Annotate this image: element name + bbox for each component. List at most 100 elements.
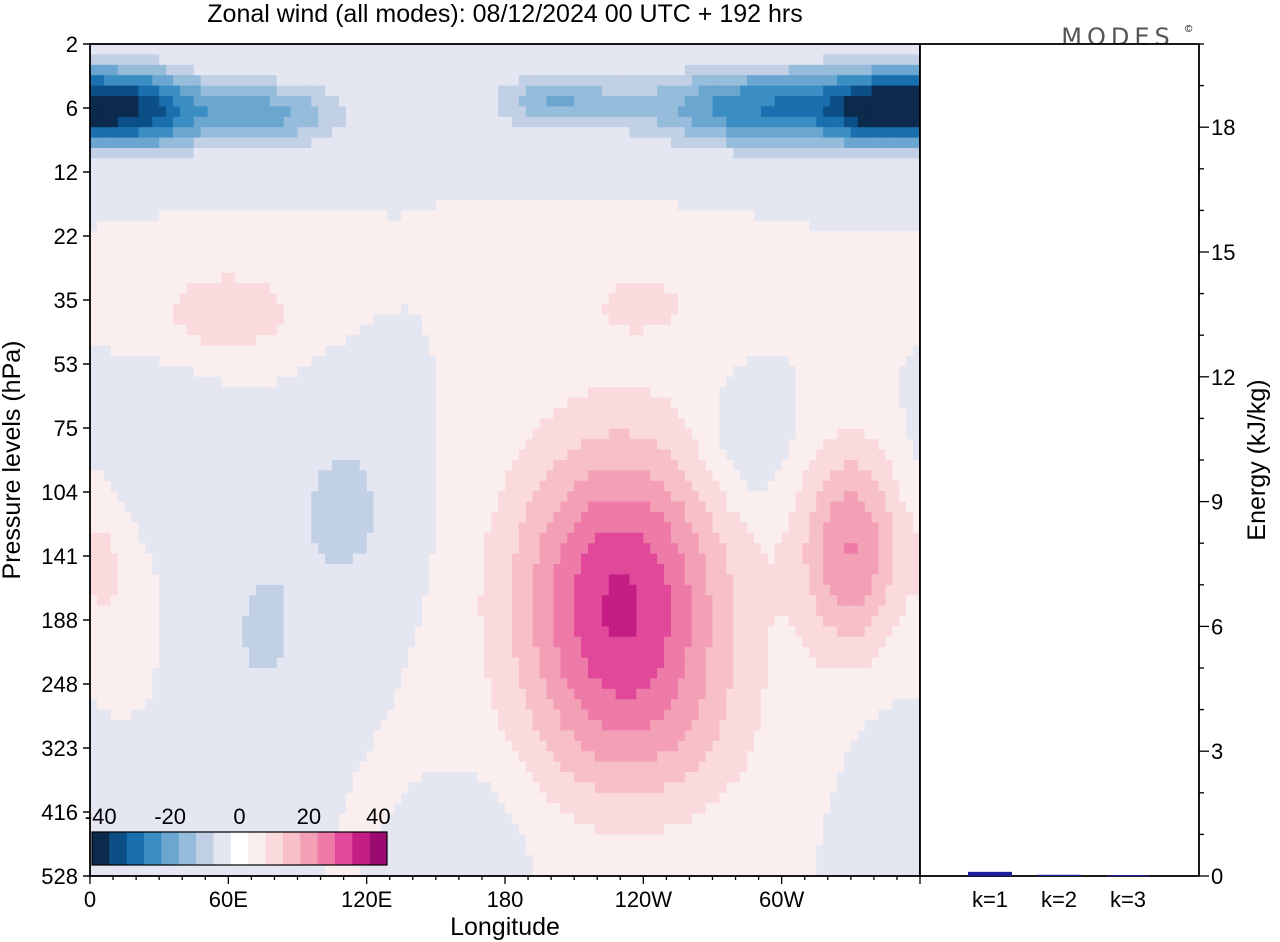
heatmap-cell bbox=[110, 137, 119, 149]
heatmap-cell bbox=[740, 200, 748, 211]
heatmap-cell bbox=[477, 304, 485, 315]
heatmap-cell bbox=[110, 75, 119, 87]
heatmap-cell bbox=[249, 96, 257, 107]
heatmap-cell bbox=[588, 54, 596, 66]
heatmap-cell bbox=[837, 220, 845, 232]
heatmap-cell bbox=[781, 397, 790, 409]
heatmap-cell bbox=[781, 210, 790, 222]
heatmap-cell bbox=[906, 304, 914, 315]
heatmap-cell bbox=[311, 460, 319, 471]
heatmap-cell bbox=[857, 158, 866, 170]
heatmap-cell bbox=[366, 387, 375, 399]
heatmap-cell bbox=[262, 96, 271, 107]
heatmap-cell bbox=[304, 366, 312, 378]
heatmap-cell bbox=[574, 366, 582, 378]
heatmap-cell bbox=[415, 428, 423, 440]
heatmap-cell bbox=[864, 231, 873, 243]
heatmap-cell bbox=[484, 376, 492, 388]
heatmap-cell bbox=[103, 356, 112, 367]
heatmap-cell bbox=[622, 75, 631, 87]
heatmap-cell bbox=[505, 44, 513, 55]
heatmap-cell bbox=[539, 168, 548, 180]
heatmap-cell bbox=[560, 272, 568, 284]
heatmap-cell bbox=[809, 460, 817, 471]
heatmap-cell bbox=[179, 252, 188, 263]
heatmap-cell bbox=[726, 158, 734, 170]
heatmap-cell bbox=[269, 428, 278, 440]
heatmap-cell bbox=[574, 345, 582, 357]
heatmap-cell bbox=[788, 241, 797, 253]
heatmap-cell bbox=[809, 314, 817, 326]
heatmap-cell bbox=[843, 356, 852, 367]
heatmap-cell bbox=[511, 470, 520, 482]
heatmap-cell bbox=[304, 189, 312, 201]
heatmap-cell bbox=[505, 200, 513, 211]
heatmap-cell bbox=[913, 75, 921, 87]
heatmap-cell bbox=[871, 106, 880, 118]
heatmap-cell bbox=[387, 116, 395, 128]
heatmap-cell bbox=[366, 428, 375, 440]
heatmap-cell bbox=[339, 283, 347, 295]
heatmap-cell bbox=[913, 387, 921, 399]
heatmap-cell bbox=[657, 418, 665, 430]
heatmap-cell bbox=[124, 345, 133, 357]
heatmap-cell bbox=[505, 272, 513, 284]
heatmap-cell bbox=[262, 220, 271, 232]
heatmap-cell bbox=[256, 96, 264, 107]
heatmap-cell bbox=[553, 366, 561, 378]
heatmap-cell bbox=[422, 428, 430, 440]
heatmap-cell bbox=[359, 460, 368, 471]
heatmap-cell bbox=[525, 231, 534, 243]
heatmap-cell bbox=[781, 116, 790, 128]
heatmap-cell bbox=[90, 293, 98, 305]
heatmap-cell bbox=[138, 252, 146, 263]
heatmap-cell bbox=[581, 345, 589, 357]
heatmap-cell bbox=[256, 127, 264, 139]
heatmap-cell bbox=[809, 158, 817, 170]
heatmap-cell bbox=[608, 54, 617, 66]
heatmap-cell bbox=[726, 272, 734, 284]
heatmap-cell bbox=[283, 44, 292, 55]
heatmap-cell bbox=[857, 96, 866, 107]
heatmap-cell bbox=[518, 54, 527, 66]
heatmap-cell bbox=[339, 200, 347, 211]
heatmap-cell bbox=[726, 376, 734, 388]
heatmap-cell bbox=[622, 189, 631, 201]
heatmap-cell bbox=[145, 231, 153, 243]
heatmap-cell bbox=[705, 397, 714, 409]
heatmap-cell bbox=[262, 293, 271, 305]
heatmap-cell bbox=[221, 314, 229, 326]
heatmap-cell bbox=[760, 428, 769, 440]
heatmap-cell bbox=[774, 345, 783, 357]
heatmap-cell bbox=[892, 314, 900, 326]
heatmap-cell bbox=[159, 397, 167, 409]
heatmap-cell bbox=[283, 324, 292, 336]
heatmap-cell bbox=[899, 418, 907, 430]
heatmap-cell bbox=[449, 387, 458, 399]
heatmap-cell bbox=[131, 293, 140, 305]
heatmap-cell bbox=[463, 335, 472, 347]
heatmap-cell bbox=[712, 210, 721, 222]
heatmap-cell bbox=[760, 252, 769, 263]
heatmap-cell bbox=[809, 210, 817, 222]
heatmap-cell bbox=[788, 179, 797, 191]
heatmap-cell bbox=[235, 231, 243, 243]
heatmap-cell bbox=[837, 127, 845, 139]
heatmap-cell bbox=[428, 376, 437, 388]
heatmap-cell bbox=[511, 439, 520, 451]
heatmap-cell bbox=[283, 168, 292, 180]
heatmap-cell bbox=[145, 356, 153, 367]
heatmap-cell bbox=[422, 127, 430, 139]
heatmap-cell bbox=[767, 137, 776, 149]
heatmap-cell bbox=[228, 304, 236, 315]
heatmap-cell bbox=[823, 148, 831, 159]
heatmap-cell bbox=[525, 262, 534, 274]
heatmap-cell bbox=[664, 200, 672, 211]
heatmap-cell bbox=[276, 366, 285, 378]
heatmap-cell bbox=[608, 345, 617, 357]
heatmap-cell bbox=[297, 314, 306, 326]
heatmap-cell bbox=[574, 283, 582, 295]
heatmap-cell bbox=[684, 376, 693, 388]
heatmap-cell bbox=[96, 137, 105, 149]
heatmap-cell bbox=[788, 293, 797, 305]
